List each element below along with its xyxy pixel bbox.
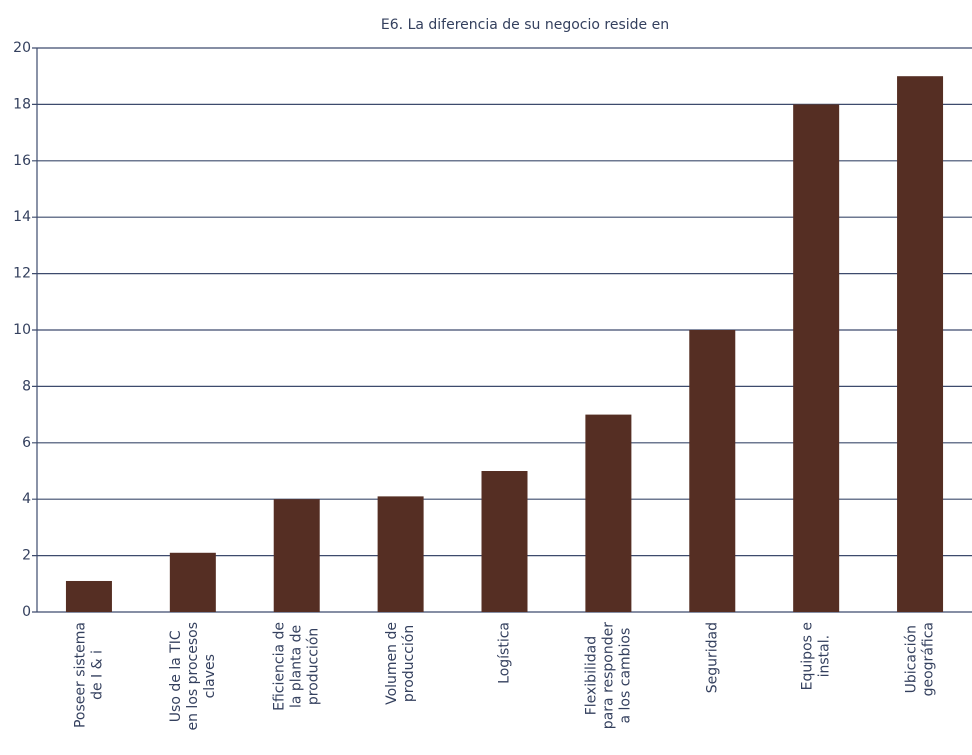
bar <box>377 496 424 612</box>
y-tick-label: 0 <box>22 604 31 620</box>
bar <box>793 104 840 613</box>
x-tick-label: Eficiencia dela planta deproducción <box>272 622 322 711</box>
y-tick-label: 6 <box>22 435 31 451</box>
y-tick-label: 8 <box>22 378 31 394</box>
y-tick-label: 18 <box>13 96 31 112</box>
bar <box>689 330 736 612</box>
bar <box>273 499 320 612</box>
x-tick-label: Flexibilidadpara respondera los cambios <box>583 622 633 729</box>
y-tick-label: 14 <box>13 209 31 225</box>
bar <box>169 552 216 612</box>
y-tick-label: 10 <box>13 322 31 338</box>
bar <box>585 414 632 612</box>
y-tick-label: 12 <box>13 266 31 282</box>
x-tick-label: Volumen deproducción <box>384 622 417 705</box>
chart-title: E6. La diferencia de su negocio reside e… <box>381 17 669 33</box>
x-tick-label: Poseer sistemade I & i <box>72 622 105 728</box>
y-tick-label: 20 <box>13 40 31 56</box>
y-tick-label: 2 <box>22 548 31 564</box>
x-tick-label: Uso de la TICen los procesosclaves <box>168 622 218 731</box>
x-tick-label: Ubicacióngeográfica <box>904 622 937 696</box>
bar <box>897 76 944 612</box>
x-tick-label: Equipos einstal. <box>800 622 833 690</box>
y-tick-label: 4 <box>22 491 31 507</box>
y-tick-label: 16 <box>13 153 31 169</box>
bar <box>481 471 528 612</box>
x-tick-label: Logística <box>497 622 513 684</box>
bar <box>65 580 112 612</box>
x-tick-label: Seguridad <box>704 622 720 693</box>
